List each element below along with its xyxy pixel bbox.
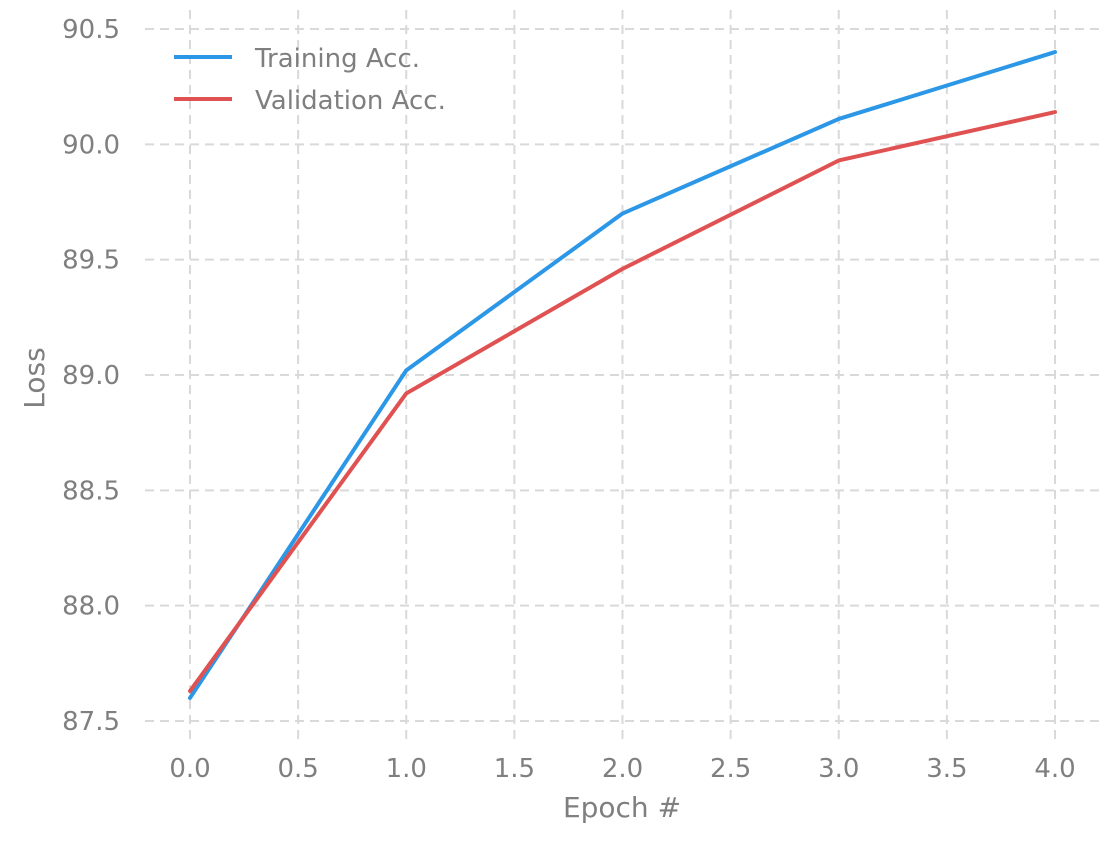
y-tick-label: 88.5: [62, 476, 120, 506]
x-tick-label: 3.5: [926, 754, 967, 784]
legend: Training Acc. Validation Acc.: [174, 44, 446, 116]
grid: [145, 10, 1100, 742]
y-tick-label: 89.5: [62, 246, 120, 276]
y-tick-label: 88.0: [62, 592, 120, 622]
series-lines: [188, 50, 1057, 700]
x-tick-label: 2.0: [602, 754, 643, 784]
x-tick-label: 0.0: [169, 754, 210, 784]
x-tick-labels: 0.0 0.5 1.0 1.5 2.0 2.5 3.0 3.5 4.0: [169, 754, 1075, 784]
y-tick-label: 87.5: [62, 707, 120, 737]
y-tick-label: 89.0: [62, 361, 120, 391]
y-tick-labels: 87.5 88.0 88.5 89.0 89.5 90.0 90.5: [62, 15, 120, 737]
series-line-training: [188, 50, 1057, 700]
x-tick-label: 4.0: [1034, 754, 1075, 784]
x-tick-label: 1.5: [494, 754, 535, 784]
x-tick-label: 1.0: [386, 754, 427, 784]
x-tick-label: 0.5: [277, 754, 318, 784]
x-axis-title: Epoch #: [563, 791, 681, 824]
legend-label-validation: Validation Acc.: [255, 86, 446, 116]
y-tick-label: 90.0: [62, 130, 120, 160]
y-tick-label: 90.5: [62, 15, 120, 45]
legend-label-training: Training Acc.: [254, 44, 420, 74]
series-line-validation: [188, 110, 1057, 694]
y-axis-title: Loss: [18, 347, 51, 408]
x-tick-label: 2.5: [710, 754, 751, 784]
x-tick-label: 3.0: [818, 754, 859, 784]
